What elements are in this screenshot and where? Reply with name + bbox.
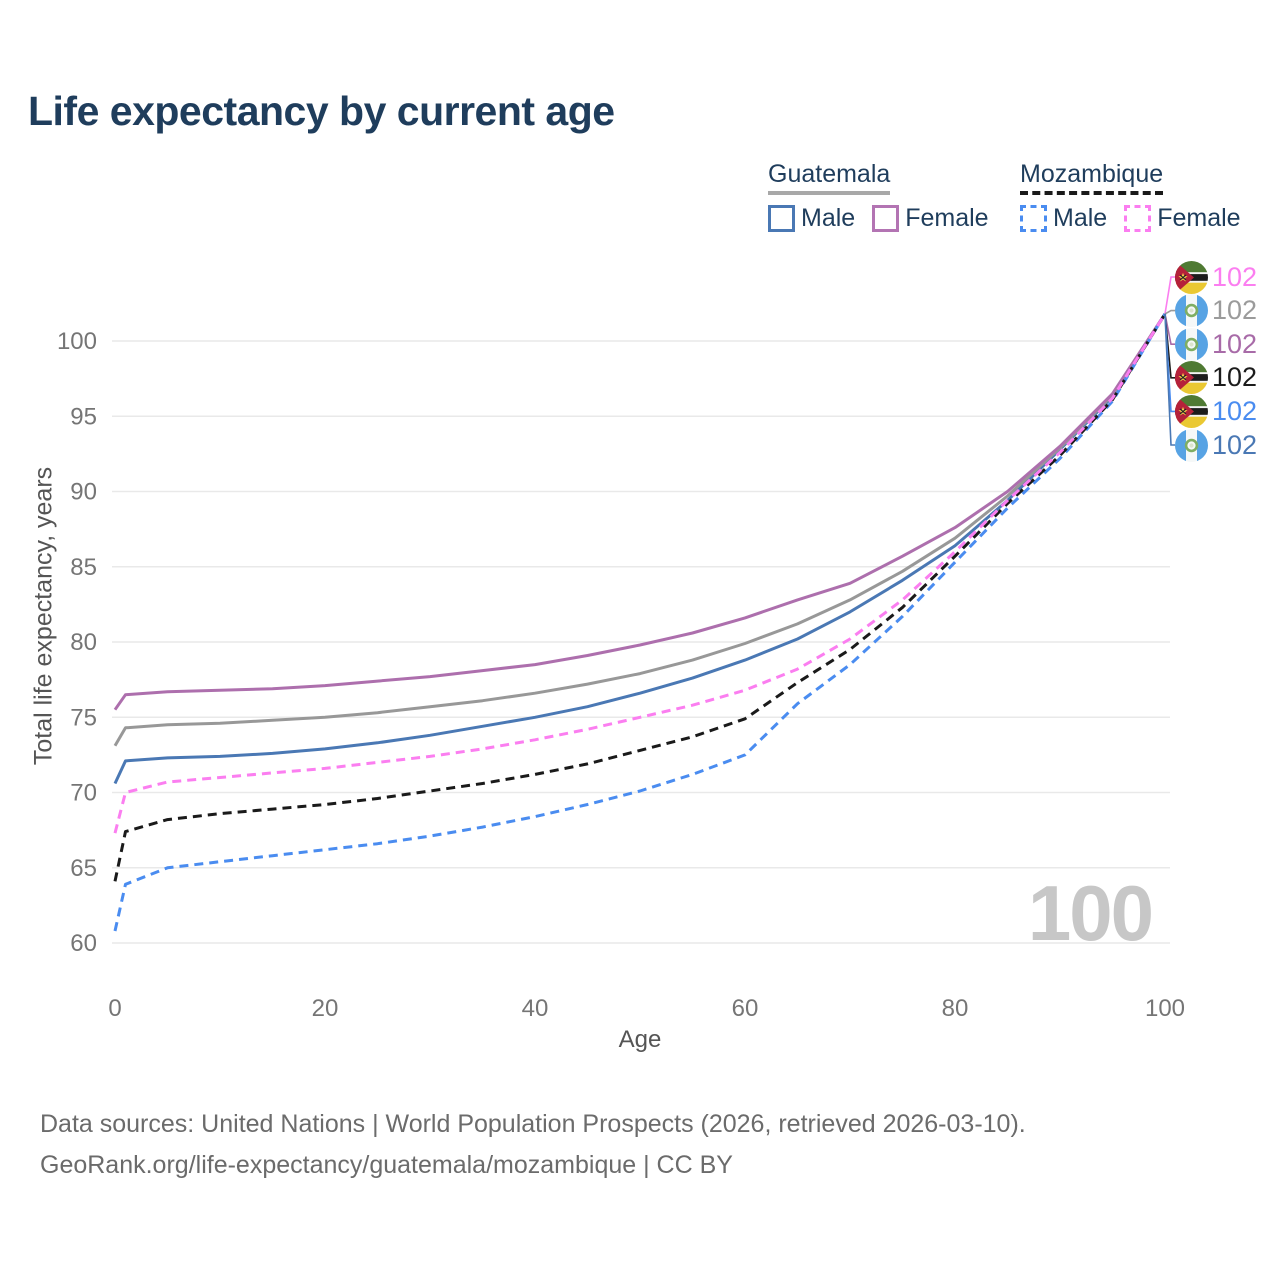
- series-line-mozambique-male-male: [113, 313, 1167, 932]
- legend-label-guatemala-female: Female: [905, 204, 989, 232]
- y-tick-label-95: 95: [70, 403, 97, 430]
- page-title: Life expectancy by current age: [28, 88, 615, 134]
- end-label-value: 102: [1212, 429, 1258, 460]
- end-label-guatemala: 102: [1175, 429, 1257, 462]
- legend-swatch-guatemala-male: [768, 205, 795, 232]
- legend-item-mozambique-female[interactable]: Female: [1124, 204, 1241, 233]
- legend-items-mozambique: Male Female: [1020, 204, 1241, 233]
- mozambique-flag-icon: [1175, 261, 1208, 294]
- legend-label-mozambique-female: Female: [1157, 204, 1241, 232]
- guatemala-flag-icon: [1175, 429, 1208, 462]
- legend-group-guatemala: Guatemala Male Female: [768, 160, 989, 233]
- y-tick-label-60: 60: [70, 930, 97, 957]
- legend-items-guatemala: Male Female: [768, 204, 989, 233]
- end-label-mozambique: 102: [1175, 395, 1257, 428]
- series-line-guatemala-male-male: [113, 313, 1167, 785]
- y-tick-label-85: 85: [70, 554, 97, 581]
- end-label-connector: [1164, 309, 1175, 315]
- legend-country-guatemala[interactable]: Guatemala: [768, 160, 891, 195]
- legend-swatch-guatemala-female: [872, 205, 900, 232]
- series-line-guatemala-female-female: [113, 313, 1167, 711]
- legend-swatch-mozambique-male: [1020, 205, 1047, 232]
- y-tick-label-65: 65: [70, 855, 97, 882]
- footer-url: GeoRank.org/life-expectancy/guatemala/mo…: [40, 1151, 733, 1179]
- legend-item-guatemala-female[interactable]: Female: [872, 204, 989, 233]
- series-line-mozambique-female-female: [113, 313, 1167, 834]
- legend-label-guatemala-male: Male: [801, 204, 856, 232]
- x-tick-label-20: 20: [312, 995, 339, 1022]
- mozambique-flag-icon: [1175, 361, 1208, 394]
- legend-item-mozambique-male[interactable]: Male: [1020, 204, 1107, 233]
- guatemala-flag-icon: [1175, 294, 1208, 327]
- legend-country-mozambique[interactable]: Mozambique: [1020, 160, 1164, 195]
- y-tick-label-80: 80: [70, 629, 97, 656]
- series-line-guatemala-all: [113, 313, 1167, 747]
- x-tick-label-0: 0: [108, 995, 121, 1022]
- x-tick-label-100: 100: [1145, 995, 1185, 1022]
- end-label-mozambique: 102: [1175, 361, 1257, 394]
- end-label-connector: [1164, 313, 1175, 346]
- y-tick-label-90: 90: [70, 479, 97, 506]
- y-tick-label-70: 70: [70, 780, 97, 807]
- x-tick-label-80: 80: [942, 995, 969, 1022]
- mozambique-flag-icon: [1175, 395, 1208, 428]
- legend-swatch-mozambique-female: [1124, 205, 1152, 232]
- end-label-value: 102: [1212, 261, 1258, 292]
- end-label-value: 102: [1212, 328, 1258, 359]
- series-line-mozambique-all: [113, 313, 1167, 882]
- end-label-connector: [1164, 313, 1175, 446]
- footer-data-sources: Data sources: United Nations | World Pop…: [40, 1110, 1026, 1138]
- footer: Data sources: United Nations | World Pop…: [40, 1104, 1026, 1186]
- end-label-connector: [1164, 276, 1175, 315]
- y-tick-label-75: 75: [70, 704, 97, 731]
- end-label-mozambique: 102: [1175, 261, 1257, 294]
- end-label-value: 102: [1212, 295, 1258, 326]
- legend-item-guatemala-male[interactable]: Male: [768, 204, 855, 233]
- legend-group-mozambique: Mozambique Male Female: [1020, 160, 1241, 233]
- y-tick-label-100: 100: [57, 328, 97, 355]
- end-label-value: 102: [1212, 395, 1258, 426]
- x-tick-label-40: 40: [522, 995, 549, 1022]
- x-tick-label-60: 60: [732, 995, 759, 1022]
- y-axis-title: Total life expectancy, years: [29, 466, 58, 766]
- end-label-value: 102: [1212, 362, 1258, 393]
- end-label-guatemala: 102: [1175, 328, 1257, 361]
- x-axis-title: Age: [618, 1026, 662, 1053]
- legend-label-mozambique-male: Male: [1053, 204, 1108, 232]
- guatemala-flag-icon: [1175, 328, 1208, 361]
- end-label-guatemala: 102: [1175, 294, 1257, 327]
